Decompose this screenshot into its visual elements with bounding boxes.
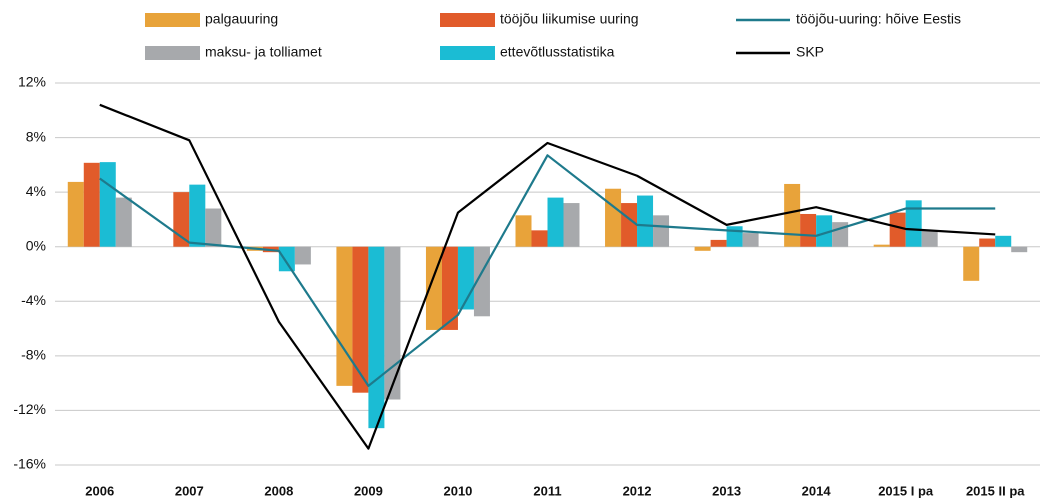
x-tick-label: 2014	[802, 483, 832, 498]
bar	[694, 246, 711, 251]
legend-label: palgauuring	[205, 11, 278, 27]
y-tick-label: 8%	[26, 128, 46, 144]
legend-label: tööjõu liikumise uuring	[500, 11, 639, 27]
legend-label: ettevõtlusstatistika	[500, 44, 615, 60]
bar	[726, 226, 743, 247]
x-tick-label: 2015 II pa	[966, 483, 1025, 498]
y-tick-label: 0%	[26, 237, 46, 253]
bar	[784, 183, 801, 247]
bar	[515, 215, 532, 247]
bar	[742, 233, 759, 247]
bar	[995, 235, 1012, 247]
legend-swatch	[145, 13, 200, 27]
bar	[115, 197, 132, 247]
bar	[921, 230, 938, 247]
y-tick-label: -16%	[13, 456, 46, 472]
y-tick-label: -12%	[13, 401, 46, 417]
bar	[653, 215, 670, 247]
bar	[621, 203, 638, 247]
x-tick-label: 2008	[264, 483, 293, 498]
x-tick-label: 2006	[85, 483, 114, 498]
bar	[816, 215, 833, 247]
y-tick-label: -4%	[21, 292, 46, 308]
bar	[563, 203, 580, 247]
bar	[637, 195, 654, 247]
x-tick-label: 2009	[354, 483, 383, 498]
bar	[278, 246, 295, 272]
bar	[352, 246, 369, 393]
x-tick-label: 2007	[175, 483, 204, 498]
bar	[205, 208, 222, 247]
bar	[99, 162, 116, 247]
legend-swatch	[440, 13, 495, 27]
x-tick-label: 2015 I pa	[878, 483, 934, 498]
bar	[979, 238, 996, 247]
bar	[83, 162, 100, 247]
bar	[441, 246, 458, 330]
bar	[963, 246, 980, 281]
bar	[67, 181, 84, 247]
legend-label: maksu- ja tolliamet	[205, 44, 322, 60]
bar	[368, 246, 385, 429]
bar	[800, 213, 817, 247]
bar	[605, 188, 622, 247]
bar	[710, 239, 727, 247]
line	[99, 154, 996, 387]
x-tick-label: 2010	[443, 483, 472, 498]
bar	[294, 246, 311, 265]
x-tick-label: 2013	[712, 483, 741, 498]
bar	[905, 200, 922, 247]
legend-label: SKP	[796, 44, 824, 60]
legend-label: tööjõu-uuring: hõive Eestis	[796, 11, 961, 27]
bar	[336, 246, 353, 386]
bar	[189, 184, 206, 247]
y-tick-label: 12%	[18, 74, 46, 90]
bar	[1011, 246, 1028, 253]
bar	[173, 192, 190, 247]
bar	[873, 244, 890, 247]
bar	[889, 212, 906, 247]
legend-swatch	[145, 46, 200, 60]
bar	[384, 246, 401, 400]
line	[99, 103, 996, 450]
legend-swatch	[440, 46, 495, 60]
bar	[547, 197, 564, 247]
x-tick-label: 2012	[623, 483, 652, 498]
y-tick-label: 4%	[26, 183, 46, 199]
x-tick-label: 2011	[533, 483, 561, 498]
y-tick-label: -8%	[21, 347, 46, 363]
bar	[531, 230, 548, 247]
